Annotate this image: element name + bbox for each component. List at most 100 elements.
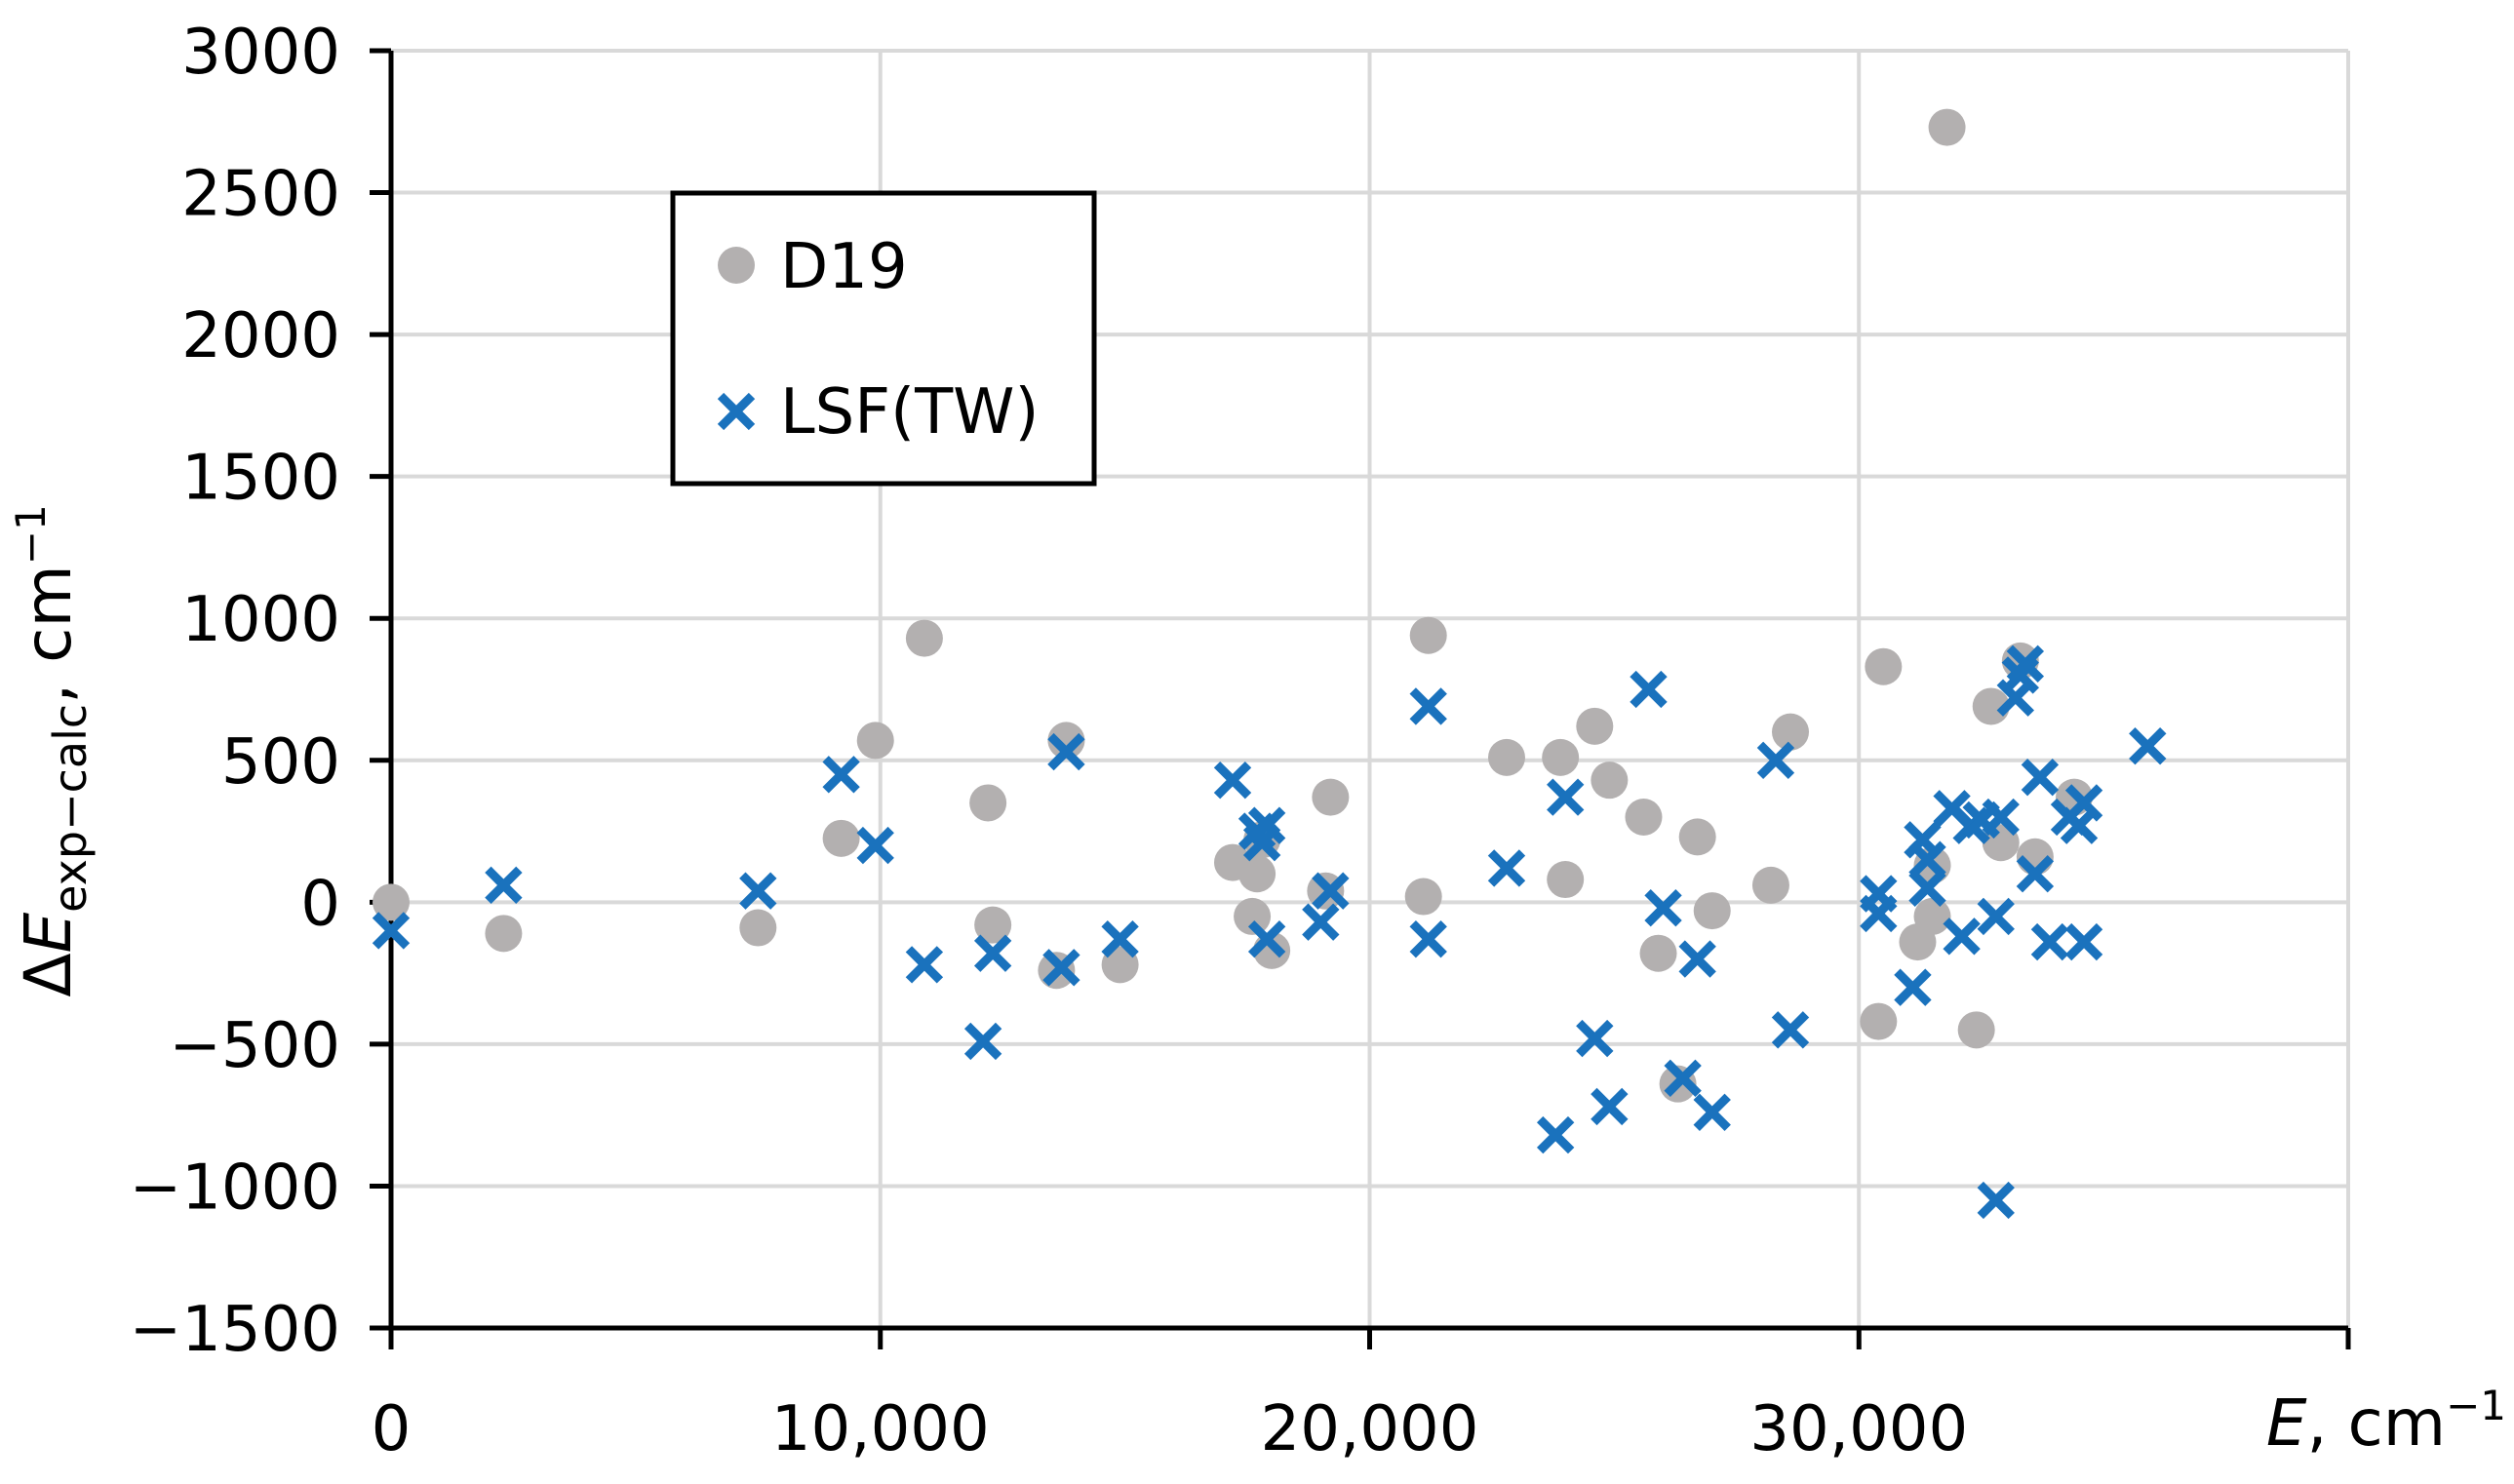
data-point-lsf [963,1022,1002,1061]
data-point-lsf-stroke [1860,894,1898,933]
data-point-d19 [974,906,1012,944]
data-point-lsf-stroke [2060,806,2099,844]
data-point-lsf-stroke [905,946,944,984]
data-point-lsf [1536,1115,1575,1154]
data-point-lsf [2006,644,2045,683]
data-point-lsf [1894,968,1932,1006]
data-point-d19 [969,784,1007,822]
data-point-d19 [1772,713,1810,751]
data-point-d19 [1047,722,1085,760]
data-point-lsf [1982,798,2020,837]
axes [370,48,2351,1349]
data-point-lsf-stroke [739,872,777,910]
data-point-d19 [1238,855,1277,893]
data-point-lsf-stroke [1630,670,1668,709]
data-point-lsf-stroke [1247,806,1286,844]
data-point-lsf-stroke [372,912,411,950]
data-point-d19 [1860,1002,1898,1040]
data-point-d19 [1957,1011,1995,1049]
x-tick-label: 0 [372,1393,412,1465]
data-point-lsf-stroke [2064,922,2103,961]
y-axis-title-unit: , cm [11,565,86,704]
data-point-d19 [373,883,410,921]
data-point-d19 [1913,897,1951,935]
data-point-lsf-stroke [1547,778,1585,816]
data-point-lsf-stroke [1908,869,1946,907]
legend-label-d19: D19 [780,231,908,303]
data-point-lsf [1247,806,1286,844]
data-point-lsf-stroke [1409,687,1447,725]
data-point-lsf [1409,687,1447,725]
data-point-lsf-stroke [1101,919,1139,958]
data-point-d19 [1542,738,1580,776]
data-point-lsf-stroke [1536,1115,1575,1154]
data-point-lsf [2064,784,2103,822]
data-point-lsf-stroke [1982,798,2020,837]
y-axis-title-symbol: E [11,913,86,954]
data-point-lsf-stroke [1576,1019,1614,1058]
y-tick-label: −1500 [130,1294,341,1366]
data-point-d19 [1234,897,1272,935]
data-point-lsf [1678,940,1716,978]
data-point-lsf-stroke [1996,679,2034,717]
x-tick-label: 10,000 [771,1393,990,1465]
data-point-lsf-stroke [1908,840,1946,879]
data-point-lsf [2064,922,2103,961]
data-point-lsf [1693,1093,1731,1131]
data-point-d19 [905,619,943,657]
y-tick-label: 1500 [181,443,340,515]
data-point-d19 [856,722,894,760]
data-point-lsf [1042,949,1080,987]
data-point-lsf [1860,894,1898,933]
data-point-d19 [1576,707,1614,745]
data-point-lsf-stroke [1644,888,1682,927]
x-axis-title-superscript: −1 [2446,1382,2506,1429]
data-points [372,108,2167,1220]
x-axis-title-unit: , cm [2307,1386,2447,1461]
data-point-lsf-stroke [1042,949,1080,987]
data-point-d19 [485,915,523,953]
data-point-d19 [1404,878,1442,916]
data-point-d19 [1312,778,1350,816]
legend: D19 LSF(TW) [670,190,1097,487]
data-point-d19 [1639,934,1677,972]
data-point-lsf [2016,855,2055,893]
data-point-lsf-stroke [1756,741,1795,779]
x-tick-label: 30,000 [1749,1393,1968,1465]
data-point-lsf-stroke [2064,784,2103,822]
legend-label-lsf: LSF(TW) [780,376,1039,449]
data-point-lsf-stroke [1591,1087,1629,1126]
data-point-lsf [2030,922,2069,961]
data-point-d19 [1693,892,1731,930]
data-point-lsf-stroke [1409,919,1447,958]
y-tick-label: 0 [300,868,340,940]
x-axis-title: E, cm−1 [2266,1382,2506,1461]
data-point-d19 [822,819,860,857]
data-point-lsf [1487,849,1526,887]
data-point-d19 [1487,738,1525,776]
data-point-lsf [1664,1059,1702,1098]
y-tick-label: 2500 [181,159,340,231]
data-point-lsf [1908,840,1946,879]
data-point-lsf [1591,1087,1629,1126]
y-tick-label: 2000 [181,300,340,372]
data-point-lsf-stroke [1312,872,1350,910]
y-axis-title-subscript: exp−calc [44,704,97,913]
data-point-d19 [1409,616,1447,654]
y-tick-label: −500 [169,1010,340,1082]
data-point-lsf [856,826,894,865]
data-point-lsf [739,872,777,910]
y-tick-label: −1000 [130,1152,341,1224]
data-point-lsf-stroke [1302,903,1340,941]
data-point-lsf [1312,872,1350,910]
data-point-lsf-stroke [2021,759,2060,797]
data-point-d19 [1101,946,1139,984]
data-point-lsf-stroke [973,934,1012,972]
data-point-lsf [1644,888,1682,927]
data-point-lsf [905,946,944,984]
data-point-d19 [1865,647,1903,685]
data-point-lsf-stroke [1247,919,1286,958]
data-point-lsf-stroke [2030,922,2069,961]
data-point-lsf [1630,670,1668,709]
data-point-lsf [372,912,411,950]
